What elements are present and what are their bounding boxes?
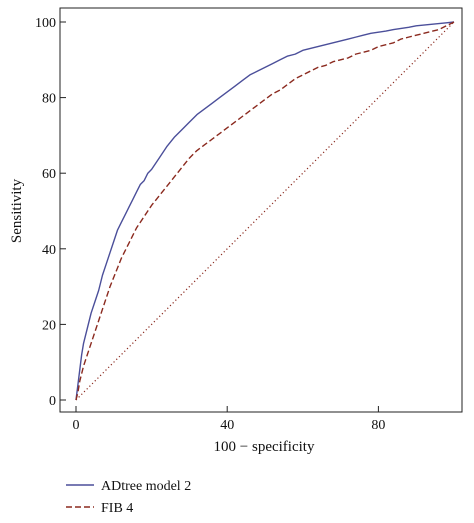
plot-frame	[59, 7, 463, 413]
y-tick-label: 60	[42, 167, 56, 182]
legend-label: FIB 4	[101, 501, 133, 516]
y-tick-label: 40	[42, 243, 56, 258]
y-tick-label: 0	[49, 394, 56, 409]
series-line-2	[75, 21, 455, 401]
x-tick-label: 40	[220, 418, 234, 433]
legend: ADtree model 2 FIB 4	[66, 479, 191, 516]
y-tick-label: 20	[42, 318, 56, 333]
axes: 0 20 40 60 80 100 0 40 80	[35, 7, 463, 433]
reference-diagonal-line	[75, 21, 455, 401]
series-layer	[75, 21, 455, 401]
y-tick-label: 80	[42, 92, 56, 107]
x-tick-label: 80	[371, 418, 385, 433]
y-tick-label: 100	[35, 16, 56, 31]
series-line-1	[75, 21, 455, 401]
x-tick-label: 0	[73, 418, 80, 433]
y-axis-label: Sensitivity	[9, 178, 25, 243]
legend-label: ADtree model 2	[101, 479, 191, 494]
x-axis-label: 100 − specificity	[214, 439, 315, 455]
